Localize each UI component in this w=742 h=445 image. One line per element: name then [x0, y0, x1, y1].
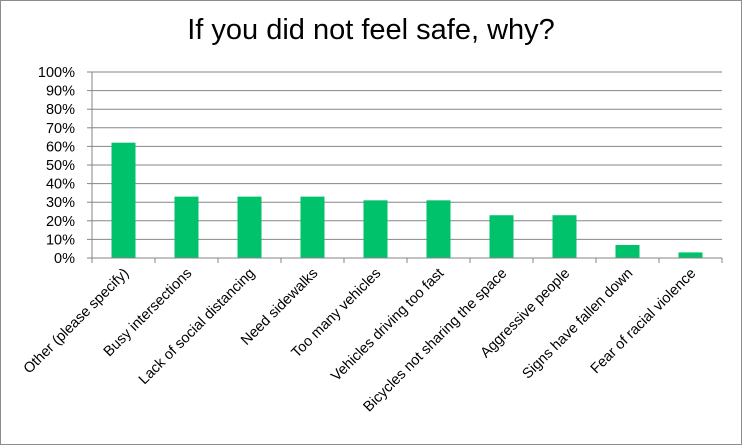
y-tick-label: 80% [46, 102, 75, 118]
y-tick-label: 20% [46, 214, 75, 230]
bar [615, 244, 640, 258]
bar [426, 200, 451, 258]
bar [678, 252, 703, 258]
bar [237, 196, 262, 258]
x-category-label: Signs have fallen down [520, 266, 637, 383]
y-tick-label: 50% [46, 158, 75, 174]
gridlines [92, 71, 722, 240]
y-tick-label: 0% [54, 251, 75, 267]
y-tick-label: 40% [46, 177, 75, 193]
bars [111, 142, 703, 258]
x-category-label: Other (please specify) [21, 266, 133, 378]
y-tick-label: 70% [46, 121, 75, 137]
y-tick-label: 90% [46, 84, 75, 100]
bar [111, 142, 136, 258]
y-tick-label: 60% [46, 139, 75, 155]
chart-title: If you did not feel safe, why? [187, 14, 555, 46]
bar [363, 200, 388, 258]
bar [489, 215, 514, 258]
x-category-label: Vehicles driving too fast [328, 266, 447, 385]
bar [174, 196, 199, 258]
bar [300, 196, 325, 258]
x-category-label: Fear of racial violence [588, 266, 700, 378]
bar [552, 215, 577, 258]
y-tick-label: 10% [46, 232, 75, 248]
axes [87, 71, 723, 263]
x-category-label: Lack of social distancing [136, 266, 258, 388]
y-tick-label: 100% [38, 65, 75, 81]
y-tick-label: 30% [46, 195, 75, 211]
